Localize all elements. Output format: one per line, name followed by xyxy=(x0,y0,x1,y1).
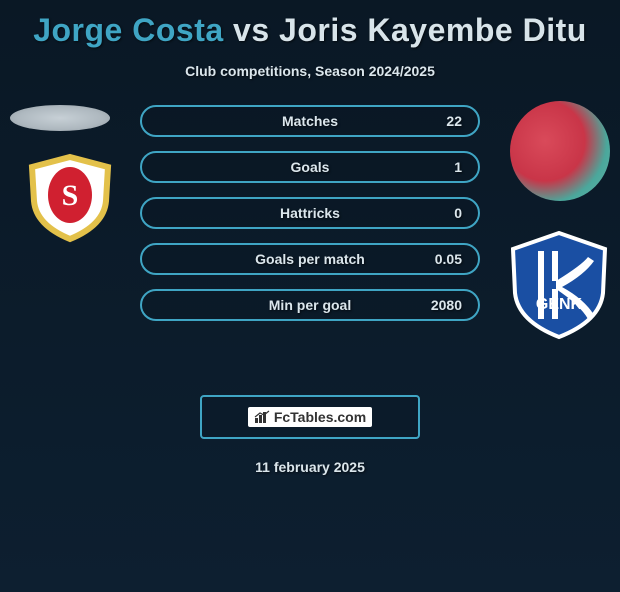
vs-label: vs xyxy=(233,12,270,48)
club1-letter: S xyxy=(62,179,79,212)
stat-label: Goals xyxy=(291,159,330,175)
subtitle: Club competitions, Season 2024/2025 xyxy=(0,63,620,79)
stat-label: Min per goal xyxy=(269,297,351,313)
stat-right-value: 1 xyxy=(422,159,462,175)
brand-box[interactable]: FcTables.com xyxy=(200,395,420,439)
stat-right-value: 2080 xyxy=(422,297,462,313)
stat-label: Hattricks xyxy=(280,205,340,221)
stat-right-value: 0 xyxy=(422,205,462,221)
stat-row-matches: Matches 22 xyxy=(140,105,480,137)
page-title: Jorge Costa vs Joris Kayembe Ditu xyxy=(0,12,620,49)
brand-text: FcTables.com xyxy=(274,409,366,425)
player2-avatar xyxy=(510,101,610,201)
stat-row-goals-per-match: Goals per match 0.05 xyxy=(140,243,480,275)
stat-row-min-per-goal: Min per goal 2080 xyxy=(140,289,480,321)
stat-row-hattricks: Hattricks 0 xyxy=(140,197,480,229)
player1-name: Jorge Costa xyxy=(33,12,223,48)
stat-right-value: 22 xyxy=(422,113,462,129)
chart-icon xyxy=(254,410,270,424)
stat-row-goals: Goals 1 xyxy=(140,151,480,183)
stat-label: Goals per match xyxy=(255,251,365,267)
brand-label: FcTables.com xyxy=(248,407,372,427)
player1-avatar xyxy=(10,105,110,131)
stat-label: Matches xyxy=(282,113,338,129)
date-label: 11 february 2025 xyxy=(0,459,620,475)
stat-right-value: 0.05 xyxy=(422,251,462,267)
club2-label: GENK xyxy=(536,296,583,313)
player2-name: Joris Kayembe Ditu xyxy=(279,12,587,48)
comparison-content: S GENK Matches 22 Goals 1 Hattricks 0 xyxy=(0,109,620,369)
stat-bars: Matches 22 Goals 1 Hattricks 0 Goals per… xyxy=(140,105,480,335)
player1-club-badge: S xyxy=(20,153,120,243)
player2-club-badge: GENK xyxy=(508,231,610,341)
